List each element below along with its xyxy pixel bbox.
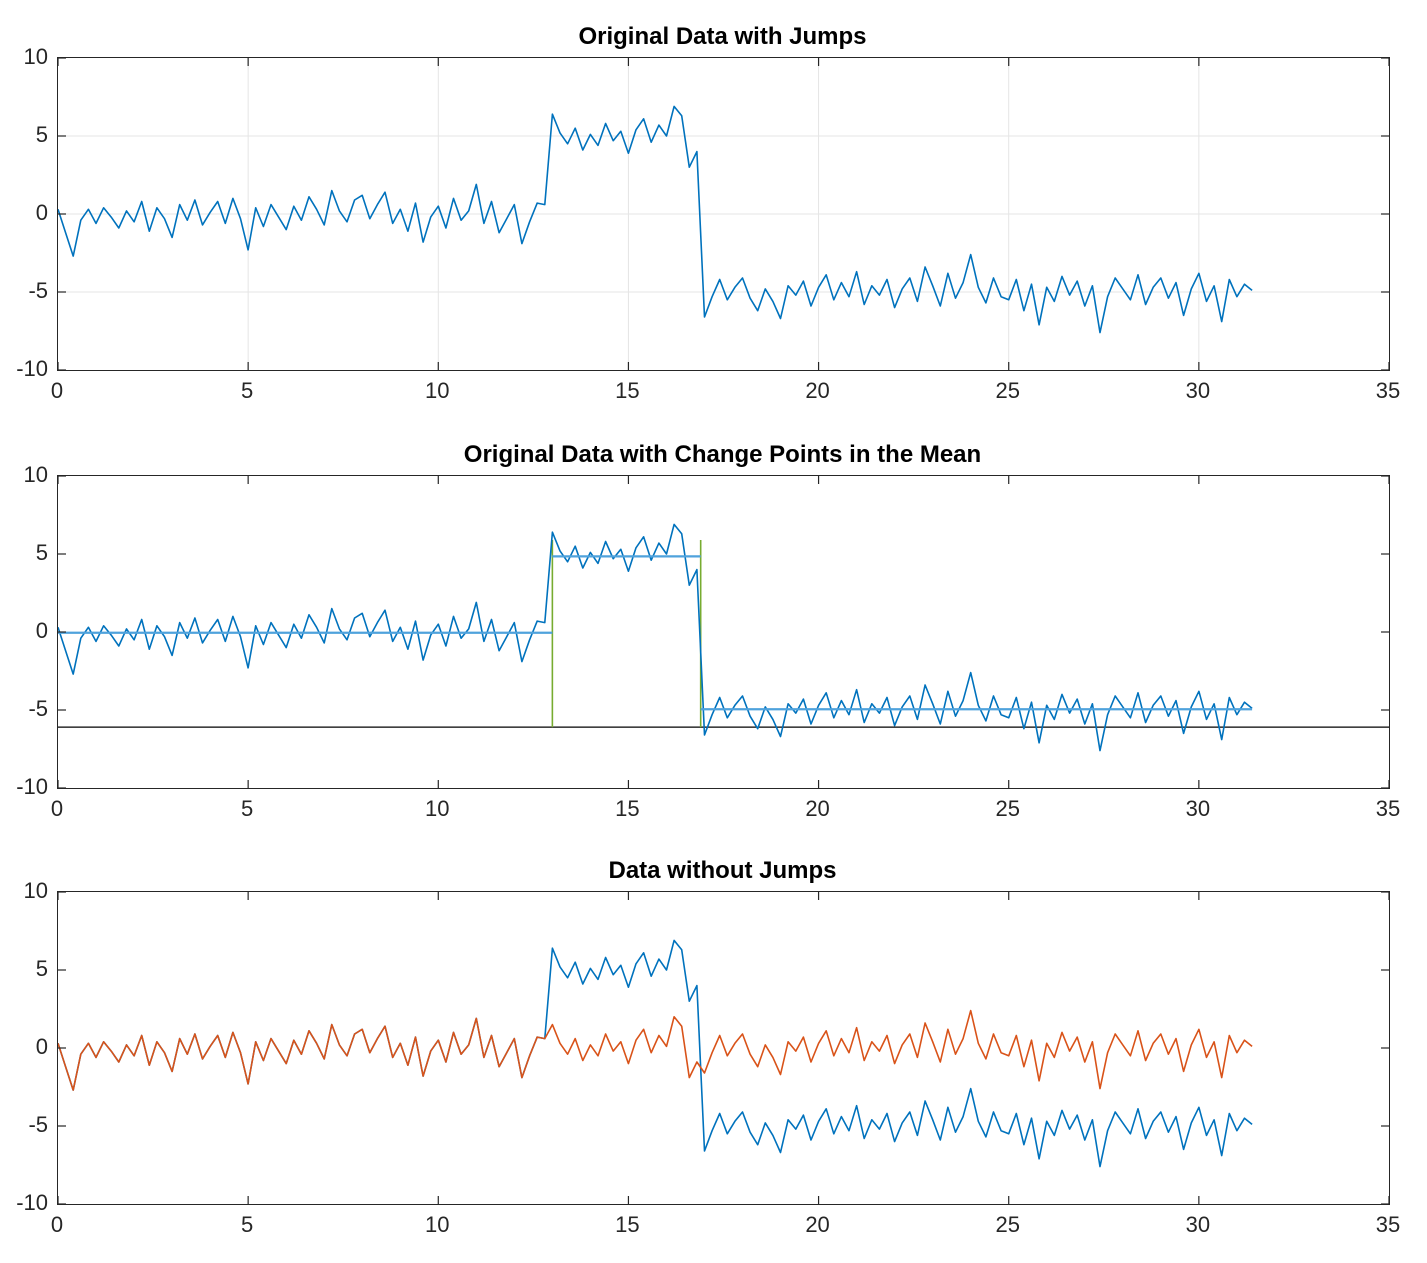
- x-tick-label: 10: [425, 378, 450, 403]
- x-tick-label: 20: [805, 1212, 830, 1237]
- x-tick-label: 25: [995, 1212, 1020, 1237]
- plot3-title: Data without Jumps: [608, 857, 837, 884]
- plot1-axes: [57, 57, 1390, 371]
- y-tick-label: 10: [23, 462, 48, 487]
- x-tick-label: 15: [615, 1212, 640, 1237]
- y-tick-label: 0: [35, 200, 48, 225]
- x-tick-label: 15: [615, 378, 640, 403]
- y-tick-label: 5: [35, 956, 48, 981]
- original-data-line: [58, 105, 1253, 334]
- x-tick-label: 5: [241, 1212, 254, 1237]
- x-tick-label: 0: [50, 378, 64, 403]
- plot3-chart-area: [58, 892, 1389, 1204]
- y-tick-label: 5: [35, 122, 48, 147]
- x-tick-label: 5: [241, 796, 254, 821]
- x-tick-label: 35: [1375, 796, 1401, 821]
- plot2-axes: [57, 475, 1390, 789]
- y-tick-label: 0: [35, 1034, 48, 1059]
- x-tick-label: 15: [615, 796, 640, 821]
- y-tick-label: 10: [23, 44, 48, 69]
- detrended-data-line: [58, 1009, 1253, 1091]
- x-tick-label: 35: [1375, 1212, 1401, 1237]
- y-tick-label: -10: [16, 356, 48, 381]
- plot3-axes: [57, 891, 1390, 1205]
- y-tick-label: 0: [35, 618, 48, 643]
- y-tick-label: -5: [28, 1112, 48, 1137]
- plot2-title: Original Data with Change Points in the …: [463, 441, 982, 468]
- x-tick-label: 0: [50, 796, 64, 821]
- x-tick-label: 30: [1185, 1212, 1211, 1237]
- y-tick-label: 5: [35, 540, 48, 565]
- plot1-chart-area: [58, 58, 1389, 370]
- y-tick-label: -5: [28, 278, 48, 303]
- y-tick-label: -5: [28, 696, 48, 721]
- y-tick-label: 10: [23, 878, 48, 903]
- x-tick-label: 25: [995, 378, 1020, 403]
- original-data-line: [58, 523, 1253, 752]
- x-tick-label: 20: [805, 796, 830, 821]
- y-tick-label: -10: [16, 774, 48, 799]
- x-tick-label: 0: [50, 1212, 64, 1237]
- plot2-chart-area: [58, 476, 1389, 788]
- plot1-title: Original Data with Jumps: [578, 23, 867, 50]
- x-tick-label: 5: [241, 378, 254, 403]
- x-tick-label: 20: [805, 378, 830, 403]
- x-tick-label: 10: [425, 796, 450, 821]
- x-tick-label: 35: [1375, 378, 1401, 403]
- y-tick-label: -10: [16, 1190, 48, 1215]
- original-data-line: [58, 939, 1253, 1168]
- x-tick-label: 30: [1185, 378, 1211, 403]
- x-tick-label: 30: [1185, 796, 1211, 821]
- x-tick-label: 10: [425, 1212, 450, 1237]
- x-tick-label: 25: [995, 796, 1020, 821]
